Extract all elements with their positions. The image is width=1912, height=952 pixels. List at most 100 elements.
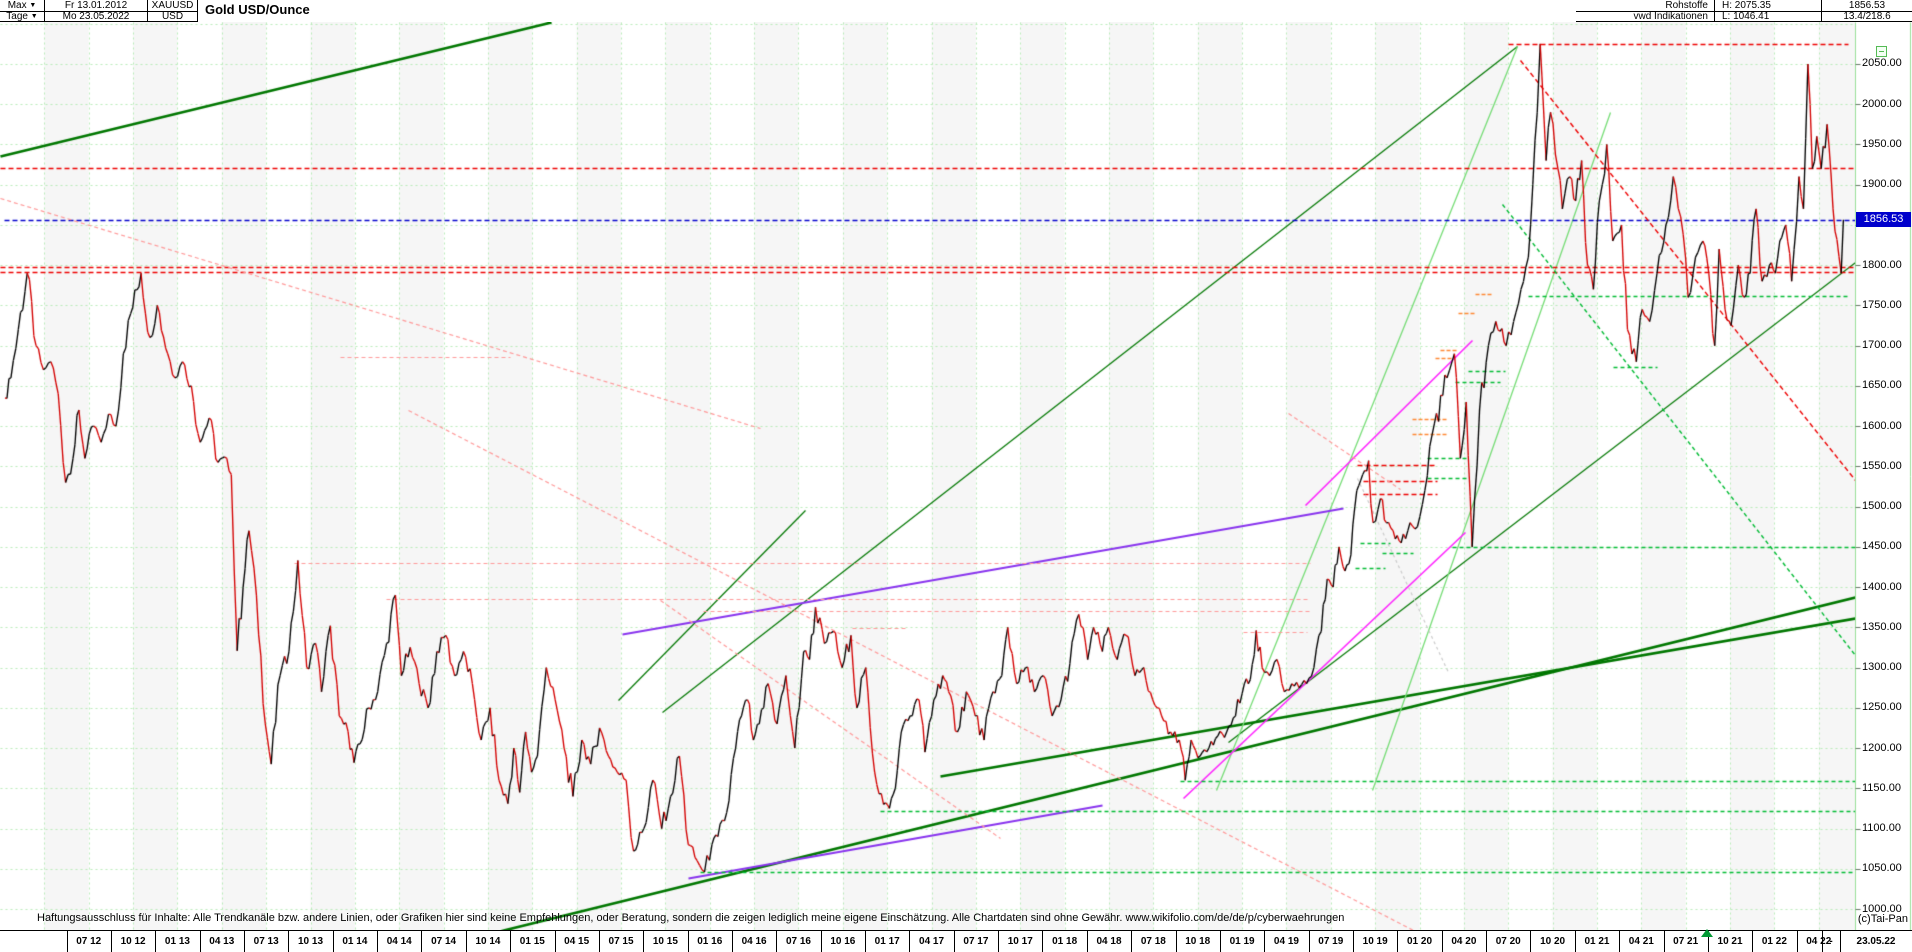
axis-divider (1219, 931, 1221, 952)
y-axis-label: 1500.00 (1862, 500, 1902, 513)
y-axis-label: 1200.00 (1862, 741, 1902, 754)
x-axis-label: 01 18 (1052, 936, 1078, 947)
x-axis-label: 07 14 (431, 936, 457, 947)
axis-divider (1131, 931, 1133, 952)
x-axis-label: 01 21 (1584, 936, 1610, 947)
period-max: Max ▼ (7, 0, 37, 11)
x-axis-label: 07 20 (1495, 936, 1521, 947)
axis-divider (288, 931, 290, 952)
axis-divider (1264, 931, 1266, 952)
y-axis-label: 1650.00 (1862, 379, 1902, 392)
axis-divider (998, 931, 1000, 952)
x-axis-label: 01 19 (1229, 936, 1255, 947)
y-axis-label: 1300.00 (1862, 661, 1902, 674)
y-axis-label: 1750.00 (1862, 298, 1902, 311)
y-axis-label: 1550.00 (1862, 459, 1902, 472)
axis-divider (243, 931, 245, 952)
y-axis-label: 1600.00 (1862, 419, 1902, 432)
symbol-currency: USD (161, 11, 184, 22)
x-axis-label: 04 17 (919, 936, 945, 947)
x-axis-label: 04 19 (1273, 936, 1299, 947)
axis-divider (1619, 931, 1621, 952)
x-axis-label: 01 13 (164, 936, 190, 947)
y-axis-label: 1100.00 (1862, 822, 1901, 835)
x-axis-label: 04 21 (1628, 936, 1654, 947)
x-axis-label: 10 20 (1540, 936, 1566, 947)
axis-divider (1397, 931, 1399, 952)
page-title: Gold USD/Ounce (205, 2, 310, 17)
divider (1715, 11, 1821, 12)
date-axis[interactable]: 07 12 10 12 01 13 04 13 07 13 10 13 01 14 04 14… (0, 930, 1912, 952)
collapse-icon[interactable] (1876, 46, 1887, 57)
axis-divider (1441, 931, 1443, 952)
period-selector[interactable]: Max ▼ Tage ▼ (0, 0, 45, 22)
current-price-tag: 1856.53 (1856, 212, 1911, 228)
axis-divider (510, 931, 512, 952)
axis-divider (1822, 931, 1823, 952)
axis-divider (1175, 931, 1177, 952)
axis-divider (1042, 931, 1044, 952)
x-axis-label: 10 13 (298, 936, 324, 947)
y-axis-label: 2050.00 (1862, 57, 1902, 70)
axis-divider (421, 931, 423, 952)
x-axis-label: 07 21 (1673, 936, 1699, 947)
x-axis-label: 10 16 (830, 936, 856, 947)
x-axis-label: 01 17 (874, 936, 900, 947)
divider (0, 11, 44, 12)
date-range-cell[interactable]: Fr 13.01.2012 Mo 23.05.2022 (45, 0, 148, 22)
axis-divider (1752, 931, 1754, 952)
axis-divider (1530, 931, 1532, 952)
data-source-cell: Rohstoffe vwd Indikationen (1576, 0, 1715, 22)
x-axis-label: 10 12 (120, 936, 146, 947)
x-axis-label: 07 19 (1318, 936, 1344, 947)
axis-divider (1308, 931, 1310, 952)
x-axis-label: 01 14 (342, 936, 368, 947)
chevron-down-icon[interactable]: ▼ (29, 2, 37, 9)
y-axis-label: 1800.00 (1862, 258, 1902, 271)
axis-divider (155, 931, 157, 952)
axis-divider (776, 931, 778, 952)
x-axis-label: 04 16 (741, 936, 767, 947)
copyright-label: (c)Tai-Pan (1857, 913, 1908, 925)
axis-divider (687, 931, 689, 952)
axis-divider (953, 931, 955, 952)
x-axis-label: 04 20 (1451, 936, 1477, 947)
symbol-cell[interactable]: XAUUSD USD (148, 0, 198, 22)
current-bar-marker-icon (1701, 929, 1713, 937)
last-price-cell: 1856.53 13.4/218.6 (1822, 0, 1912, 22)
high-value: H: 2075.35 (1722, 0, 1771, 11)
axis-divider (643, 931, 645, 952)
x-axis-label: 10 17 (1007, 936, 1033, 947)
x-axis-label: 07 18 (1140, 936, 1166, 947)
x-axis-label: 04 22 (1806, 936, 1832, 947)
x-axis-label: 07 12 (76, 936, 102, 947)
divider (1822, 11, 1912, 12)
x-axis-label: 10 21 (1717, 936, 1743, 947)
chart-canvas[interactable] (0, 0, 1912, 930)
end-date: Mo 23.05.2022 (62, 11, 130, 22)
y-axis-label: 1250.00 (1862, 701, 1902, 714)
period-tage: Tage ▼ (6, 11, 38, 22)
source-category: Rohstoffe (1665, 0, 1708, 11)
header-bar: Max ▼ Tage ▼ Fr 13.01.2012 Mo 23.05.2022… (0, 0, 1912, 22)
y-axis-label: 1350.00 (1862, 620, 1902, 633)
axis-divider (465, 931, 467, 952)
x-axis-label: 07 17 (963, 936, 989, 947)
axis-end-date: 23.05.22 (1856, 936, 1896, 947)
axis-divider (1574, 931, 1576, 952)
axis-divider (865, 931, 867, 952)
chevron-down-icon[interactable]: ▼ (30, 13, 38, 20)
y-axis-label: 1400.00 (1862, 580, 1902, 593)
axis-divider (598, 931, 600, 952)
x-axis-label: 01 16 (697, 936, 723, 947)
axis-separator: - (1829, 936, 1833, 947)
x-axis-label: 10 14 (475, 936, 501, 947)
y-axis-label: 1900.00 (1862, 178, 1902, 191)
x-axis-label: 07 16 (785, 936, 811, 947)
y-axis-label: 1150.00 (1862, 781, 1901, 794)
axis-divider (199, 931, 201, 952)
axis-divider (820, 931, 822, 952)
x-axis-label: 04 15 (564, 936, 590, 947)
axis-divider (1663, 931, 1665, 952)
